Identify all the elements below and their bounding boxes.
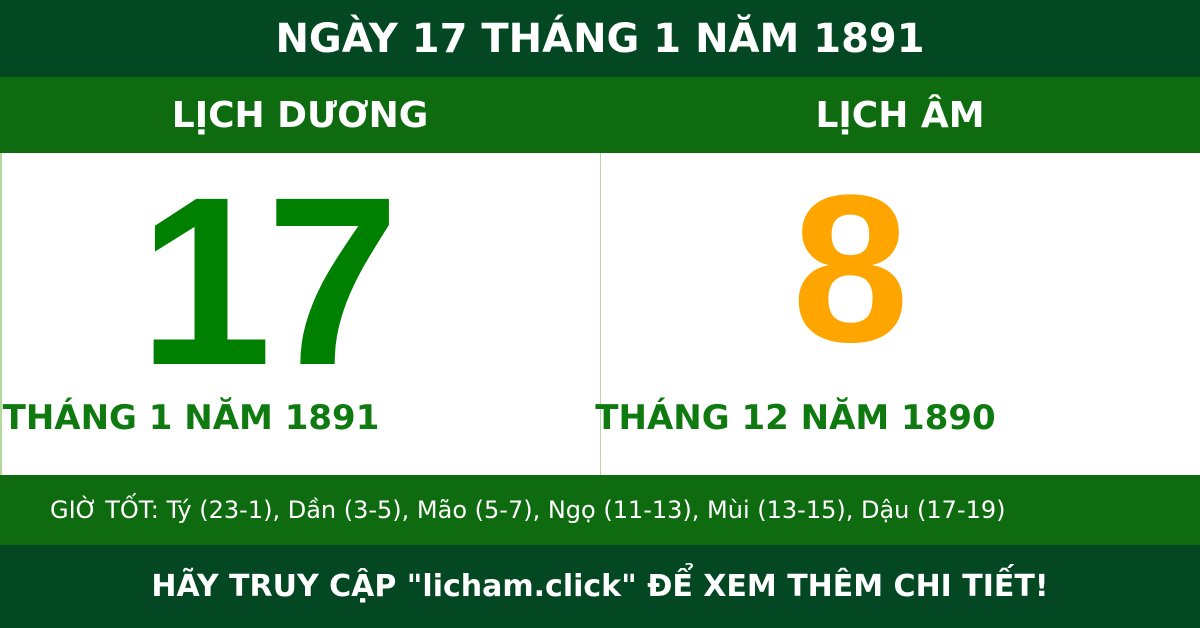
lunar-month-year: THÁNG 12 NĂM 1890 xyxy=(595,398,996,438)
good-hours: GIỜ TỐT: Tý (23-1), Dần (3-5), Mão (5-7)… xyxy=(0,475,1200,545)
lunar-calendar-panel: 8 THÁNG 12 NĂM 1890 xyxy=(595,151,1200,475)
solar-calendar-panel: 17 THÁNG 1 NĂM 1891 xyxy=(0,147,600,475)
solar-calendar-heading: LỊCH DƯƠNG xyxy=(171,94,429,136)
solar-day-number: 17 xyxy=(138,147,400,415)
solar-month-year: THÁNG 1 NĂM 1891 xyxy=(2,398,380,438)
lunar-day-number: 8 xyxy=(792,151,909,386)
column-headers: LỊCH DƯƠNG LỊCH ÂM xyxy=(0,77,1200,153)
lunar-calendar-heading: LỊCH ÂM xyxy=(815,94,985,136)
footer-cta: HÃY TRUY CẬP "licham.click" ĐỂ XEM THÊM … xyxy=(0,545,1200,628)
page-title: NGÀY 17 THÁNG 1 NĂM 1891 xyxy=(0,0,1200,77)
